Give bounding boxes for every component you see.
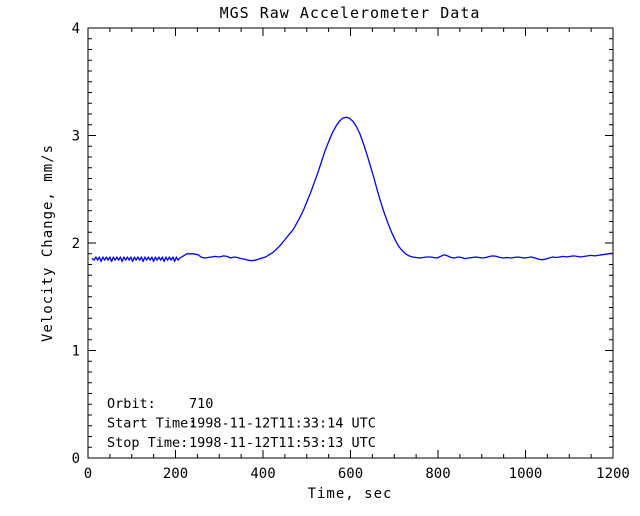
stop-time-label: Stop Time: bbox=[107, 435, 188, 451]
x-tick-label: 1200 bbox=[596, 466, 630, 482]
start-time-label: Start Time: bbox=[107, 416, 196, 432]
y-tick-label: 2 bbox=[72, 236, 80, 252]
x-tick-label: 400 bbox=[250, 466, 275, 482]
x-tick-label: 800 bbox=[425, 466, 450, 482]
x-tick-label: 0 bbox=[84, 466, 92, 482]
axis-tick-labels: 0 200 400 600 800 1000 1200 0 1 2 3 4 bbox=[72, 21, 630, 482]
x-axis-label: Time, sec bbox=[308, 486, 393, 502]
y-tick-label: 4 bbox=[72, 21, 80, 37]
orbit-value: 710 bbox=[189, 396, 213, 412]
x-tick-label: 600 bbox=[338, 466, 363, 482]
y-tick-label: 0 bbox=[72, 451, 80, 467]
stop-time-value: 1998-11-12T11:53:13 UTC bbox=[189, 435, 376, 451]
y-axis-label: Velocity Change, mm/s bbox=[40, 144, 56, 342]
x-tick-label: 1000 bbox=[509, 466, 543, 482]
orbit-label: Orbit: bbox=[107, 396, 156, 412]
x-tick-label: 200 bbox=[163, 466, 188, 482]
axis-ticks bbox=[87, 27, 614, 459]
chart-title: MGS Raw Accelerometer Data bbox=[220, 4, 481, 22]
plot-frame bbox=[87, 27, 614, 459]
annotation-block: Orbit: 710 Start Time: 1998-11-12T11:33:… bbox=[107, 396, 376, 451]
y-tick-label: 3 bbox=[72, 129, 80, 145]
y-tick-label: 1 bbox=[72, 344, 80, 360]
data-series-line bbox=[91, 116, 612, 263]
start-time-value: 1998-11-12T11:33:14 UTC bbox=[189, 416, 376, 432]
